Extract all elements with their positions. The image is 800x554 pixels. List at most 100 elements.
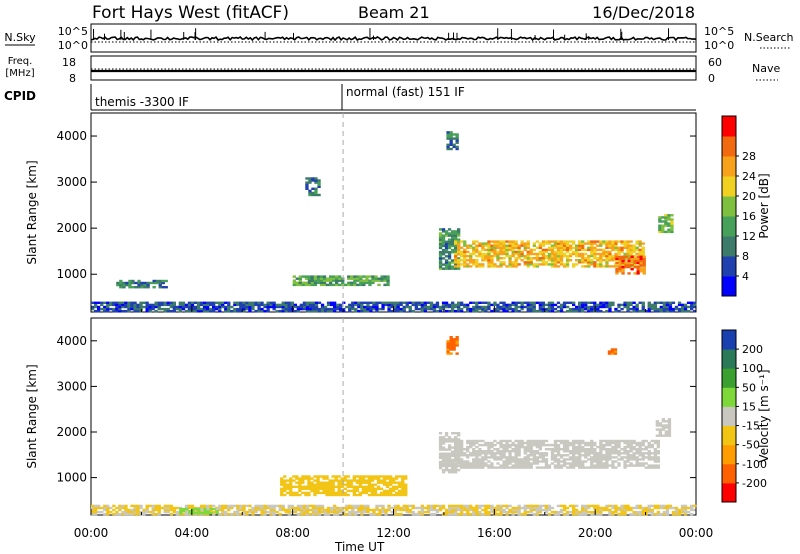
power-cell	[629, 246, 633, 249]
velocity-cell	[502, 504, 506, 508]
velocity-cell	[593, 450, 597, 453]
power-cell	[128, 286, 132, 289]
power-cell	[502, 263, 506, 266]
velocity-cell	[590, 504, 594, 508]
power-cell	[605, 261, 609, 264]
power-cell	[429, 301, 434, 304]
power-cell	[547, 263, 552, 266]
velocity-cell	[438, 466, 443, 470]
power-cell	[248, 305, 252, 309]
power-cell	[493, 303, 497, 307]
velocity-cell	[499, 452, 503, 455]
power-cell	[372, 301, 376, 304]
power-cell	[212, 307, 216, 311]
velocity-cell	[538, 510, 542, 514]
power-cell	[587, 305, 591, 309]
power-cell	[517, 305, 521, 309]
velocity-cell	[529, 462, 533, 465]
velocity-cell	[690, 512, 694, 516]
power-cell	[457, 261, 461, 264]
power-cell	[463, 257, 467, 260]
velocity-cell	[381, 510, 385, 514]
velocity-cell	[242, 504, 246, 508]
velocity-cell	[333, 512, 337, 516]
power-cell	[526, 261, 530, 264]
velocity-cell	[328, 483, 332, 486]
power-cell	[463, 254, 467, 258]
velocity-cell	[605, 448, 609, 451]
power-cell	[444, 303, 449, 307]
power-cell	[596, 257, 600, 260]
velocity-cell	[496, 456, 500, 459]
power-cell	[441, 267, 446, 270]
power-cell	[481, 301, 485, 304]
power-cell	[263, 309, 267, 313]
power-cell	[599, 261, 603, 264]
velocity-cell	[463, 504, 467, 508]
velocity-cell	[280, 493, 284, 497]
velocity-cell	[395, 487, 399, 490]
velocity-cell	[266, 506, 270, 510]
velocity-cell	[578, 445, 582, 449]
power-cell	[611, 244, 615, 247]
power-cell	[383, 283, 387, 287]
power-cell	[535, 301, 539, 304]
power-cell	[452, 133, 456, 136]
velocity-cell	[460, 450, 464, 453]
power-cell	[559, 309, 564, 313]
power-cell	[596, 305, 600, 309]
power-cell	[438, 265, 443, 268]
power-cell	[308, 189, 312, 193]
power-cell	[532, 248, 536, 252]
velocity-cell	[526, 456, 530, 459]
power-cell	[266, 307, 270, 311]
power-cell	[565, 265, 570, 268]
velocity-cell	[103, 512, 107, 516]
velocity-cell	[550, 456, 555, 459]
velocity-cell	[106, 504, 110, 508]
power-cell	[496, 305, 500, 309]
velocity-cell	[520, 439, 524, 443]
velocity-cell	[316, 491, 320, 495]
power-cell	[505, 305, 509, 309]
velocity-cell	[298, 481, 302, 484]
velocity-cell	[475, 439, 479, 443]
velocity-cell	[396, 506, 400, 510]
power-cell	[520, 301, 524, 304]
velocity-cell	[447, 444, 452, 447]
power-cell	[154, 305, 158, 309]
velocity-cell	[311, 504, 316, 508]
velocity-cell	[517, 450, 521, 453]
power-cell	[330, 309, 334, 313]
velocity-cell	[331, 479, 335, 482]
power-cell	[287, 301, 291, 304]
power-cell	[618, 270, 622, 273]
velocity-cell	[203, 507, 207, 511]
velocity-cell	[313, 483, 317, 486]
velocity-cell	[447, 440, 452, 443]
power-cell	[316, 281, 321, 284]
beam-label: Beam 21	[358, 3, 430, 22]
power-cell	[508, 248, 512, 252]
velocity-cell	[181, 512, 186, 516]
velocity-cell	[292, 485, 296, 488]
power-cell	[538, 303, 542, 307]
power-cell	[466, 309, 470, 313]
power-cell	[329, 277, 333, 280]
power-cell	[239, 303, 243, 307]
power-cell	[332, 275, 336, 278]
velocity-cell	[447, 504, 452, 508]
power-cell	[520, 252, 524, 256]
power-cell	[623, 303, 627, 307]
power-cell	[511, 248, 515, 252]
velocity-cell	[272, 506, 276, 510]
velocity-cell	[325, 477, 329, 480]
power-cell	[559, 240, 564, 243]
velocity-cell	[293, 508, 297, 512]
velocity-cell	[611, 464, 615, 467]
velocity-cell	[417, 510, 421, 514]
velocity-cell	[584, 512, 588, 516]
power-cell	[353, 281, 357, 284]
power-cell	[335, 283, 339, 287]
